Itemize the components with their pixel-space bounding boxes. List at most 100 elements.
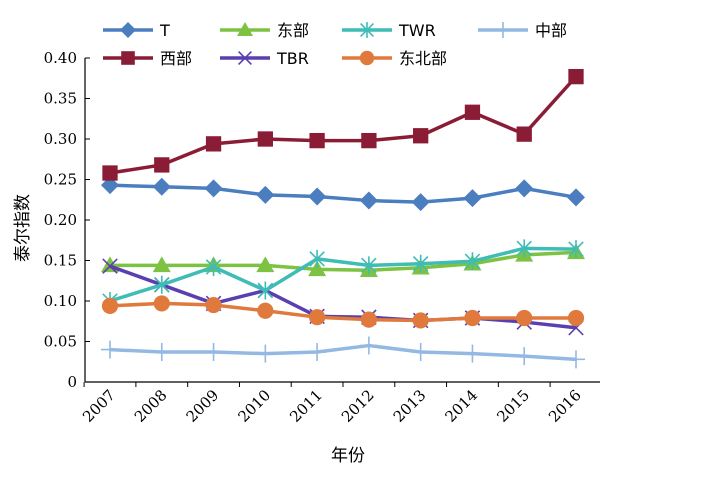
legend-label: 东北部	[399, 49, 447, 68]
x-axis-title: 年份	[331, 446, 365, 466]
data-point	[309, 309, 326, 326]
legend-label: TWR	[398, 21, 436, 40]
legend-label: 东部	[277, 21, 309, 40]
x-tick-label: 2010	[234, 386, 274, 426]
legend-marker	[120, 22, 136, 38]
series-2	[101, 243, 585, 277]
x-tick-label: 2015	[493, 386, 533, 426]
legend-item: T	[103, 21, 170, 40]
series-line	[109, 246, 577, 303]
data-point	[361, 256, 377, 275]
data-point	[308, 187, 327, 206]
legend-item: 东部	[220, 21, 309, 40]
data-point	[205, 257, 222, 276]
data-point	[359, 191, 378, 210]
data-point	[516, 126, 532, 142]
data-point	[567, 350, 585, 369]
data-point	[152, 256, 171, 273]
data-point	[463, 344, 482, 363]
data-point	[154, 275, 170, 294]
data-point	[464, 252, 481, 271]
y-tick-label: 0	[67, 373, 77, 391]
series-line	[109, 301, 576, 323]
axes: 0 0.05 0.10 0.15 0.20 0.25 0.30 0.35 0.40 2007 200…	[44, 49, 600, 426]
legend-marker	[359, 50, 375, 66]
data-point	[567, 188, 585, 207]
data-point	[568, 240, 584, 259]
legend-item: TBR	[220, 49, 309, 68]
legend-marker	[238, 51, 252, 65]
data-point	[256, 344, 275, 363]
data-point	[309, 132, 325, 149]
x-tick-label: 2013	[390, 386, 430, 426]
data-point	[515, 347, 534, 366]
legend-item: 东北部	[342, 49, 447, 68]
legend: T 西部 东部 TBR TWR 东北部 中部	[103, 21, 567, 68]
data-point	[256, 185, 275, 204]
series-5	[101, 295, 585, 329]
data-point	[413, 128, 429, 144]
series-1	[102, 68, 584, 181]
legend-label: TBR	[276, 49, 309, 68]
x-tick-label: 2007	[79, 386, 119, 426]
data-point	[102, 165, 118, 181]
data-point	[152, 177, 171, 196]
data-point	[411, 343, 430, 362]
y-tick-label: 0.40	[44, 49, 77, 67]
series-4	[102, 239, 584, 310]
data-point	[257, 281, 274, 300]
y-tick-label: 0.30	[44, 130, 77, 148]
x-tick-label: 2011	[286, 386, 326, 426]
legend-marker	[495, 22, 511, 38]
legend-marker	[121, 51, 135, 65]
data-point	[257, 302, 274, 319]
y-tick-label: 0.15	[44, 252, 77, 270]
y-tick-label: 0.05	[44, 333, 77, 351]
legend-marker	[237, 22, 253, 36]
data-point	[101, 297, 119, 314]
data-point	[412, 254, 429, 273]
x-tick-label: 2014	[442, 386, 482, 426]
legend-item: TWR	[342, 21, 436, 40]
data-point	[516, 309, 533, 327]
data-point	[463, 189, 482, 208]
x-tick-label: 2009	[183, 386, 223, 426]
data-point	[204, 343, 223, 362]
data-point	[360, 311, 377, 328]
data-point	[257, 131, 273, 147]
data-point	[154, 157, 170, 173]
series-line	[110, 250, 577, 272]
y-tick-label: 0.35	[44, 90, 77, 108]
data-point	[464, 309, 481, 327]
data-point	[308, 343, 327, 362]
legend-label: 西部	[160, 49, 192, 68]
legend-item: 西部	[103, 49, 192, 68]
data-point	[411, 193, 430, 212]
y-tick-label: 0.10	[44, 292, 77, 310]
data-point	[412, 312, 429, 329]
y-axis-title: 泰尔指数	[13, 194, 33, 262]
data-point	[205, 296, 222, 314]
y-tick-label: 0.20	[44, 211, 77, 229]
data-point	[464, 104, 481, 120]
legend-marker	[360, 22, 374, 38]
data-point	[568, 68, 584, 85]
data-point	[516, 239, 532, 258]
data-point	[152, 343, 171, 362]
data-point	[204, 179, 223, 198]
data-point	[567, 309, 585, 327]
series-lines	[101, 68, 585, 369]
data-point	[359, 336, 378, 355]
data-point	[309, 249, 325, 268]
legend-item: 中部	[478, 21, 567, 40]
data-point	[308, 260, 327, 277]
x-tick-label: 2016	[545, 386, 585, 426]
data-point	[256, 256, 275, 273]
data-point	[515, 179, 534, 198]
data-point	[101, 340, 119, 359]
x-tick-label: 2008	[131, 386, 171, 426]
legend-label: T	[159, 21, 170, 40]
data-point	[102, 258, 118, 274]
